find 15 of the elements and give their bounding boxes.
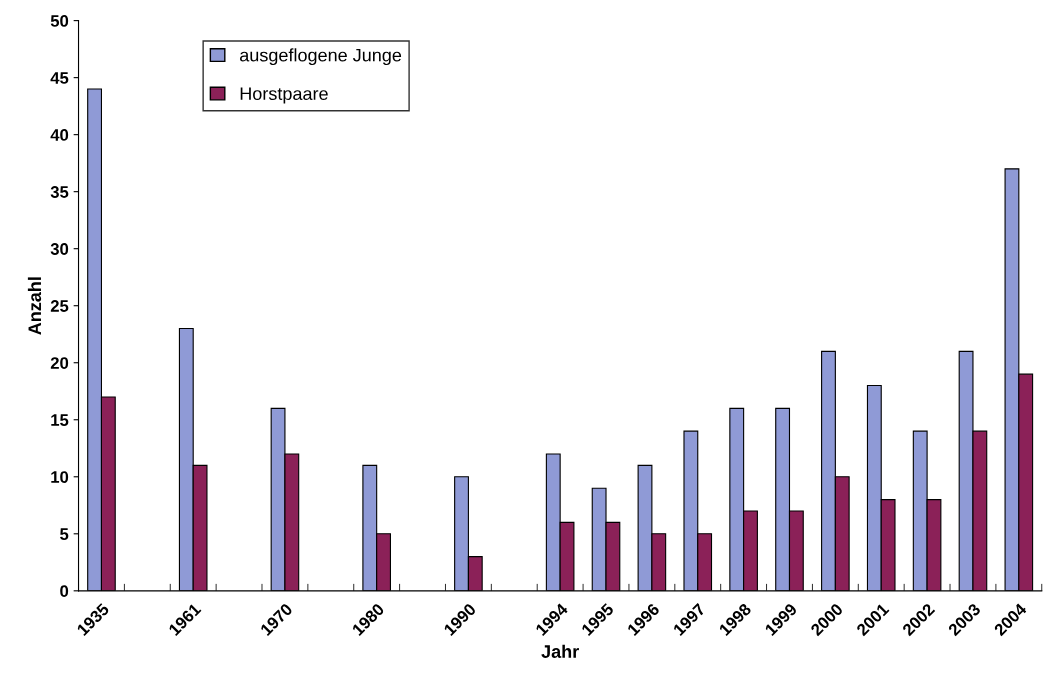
y-tick-label: 0 (60, 585, 69, 598)
legend-label: Horstpaare (240, 87, 328, 104)
y-tick-label: 5 (60, 528, 69, 540)
y-tick-label: 15 (51, 414, 69, 426)
y-tick-label: 45 (50, 72, 69, 84)
y-tick-label: 20 (50, 357, 69, 369)
y-tick-label: 50 (50, 15, 69, 27)
y-tick-label: 25 (50, 300, 69, 312)
y-tick-label: 10 (51, 471, 69, 483)
legend-label: ausgeflogene Junge (240, 48, 402, 66)
x-axis-title: Jahr (541, 644, 579, 658)
y-tick-label: 35 (50, 186, 69, 198)
y-tick-label: 30 (50, 243, 69, 255)
y-tick-label: 40 (50, 129, 69, 141)
y-axis-title: Anzahl (27, 277, 42, 335)
